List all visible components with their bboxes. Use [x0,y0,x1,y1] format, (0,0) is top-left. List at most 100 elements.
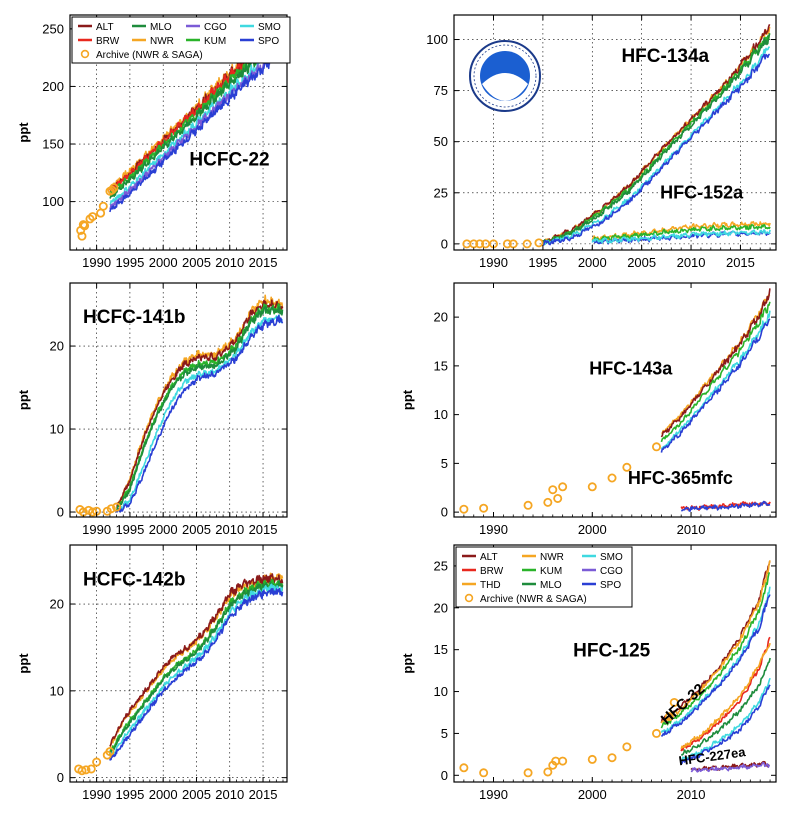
x-tick-label: 2000 [578,522,607,537]
series-group [109,572,284,761]
archive-point [88,212,98,222]
series-group [660,560,771,773]
legend-label: NWR [150,36,174,47]
y-tick-label: 10 [434,407,448,422]
y-tick-label: 25 [434,185,448,200]
panel-hfc-143a: 1990 2000 2010 0 5 10 15 20 ppt HFC-143a HFC-365mf… [400,282,777,537]
legend-label: CGO [600,566,623,577]
y-tick-label: 10 [50,683,64,698]
x-tick-label: 2000 [149,255,178,270]
x-tick-label: 1990 [82,255,111,270]
legend: ALT MLO CGO SMO BRW NWR KUM SPO Archive (NWR & S… [71,16,291,64]
series-line-hfc-227ea-cgo [690,761,771,773]
archive-point [86,764,96,774]
y-axis-label: ppt [16,389,31,410]
y-tick-label: 100 [42,194,64,209]
series-line-hfc-32-smo [680,677,771,763]
archive-point [98,201,108,211]
series-line-nwr [660,560,771,724]
legend-label: SPO [600,580,621,591]
archive-point [607,753,617,763]
archive-point [523,500,533,510]
series-group [660,288,771,512]
series-line-spo [660,318,771,453]
series-line-alt [660,288,771,438]
y-axis-label: ppt [400,653,415,674]
archive-point [469,239,479,249]
archive-point [651,442,661,452]
y-tick-label: 75 [434,83,448,98]
archive-point [558,482,568,492]
legend-label: ALT [480,552,498,563]
series-line-nwr [661,293,771,435]
plot-frame [69,544,288,783]
y-tick-label: 100 [426,32,448,47]
series-line-cgo [109,45,284,210]
panel-annotation: HFC-365mfc [628,468,733,488]
series-line-alt [109,573,284,747]
x-tick-label: 2005 [182,255,211,270]
legend-label: KUM [204,36,226,47]
legend-border [71,16,291,64]
archive-point [558,756,568,766]
y-tick-label: 15 [434,642,448,657]
series-line-kum [660,301,771,443]
series-line-alt [542,23,771,244]
archive-point [77,766,87,776]
archive-point [459,504,469,514]
archive-point [459,763,469,773]
y-tick-label: 25 [434,558,448,573]
y-tick-label: 0 [441,768,448,783]
archive-point [479,503,489,513]
series-line-mlo [542,33,771,245]
x-tick-label: 2015 [249,255,278,270]
y-tick-label: 200 [42,79,64,94]
y-tick-label: 0 [441,505,448,520]
x-tick-label: 1990 [479,522,508,537]
series-line-hfc-32-spo [680,684,771,765]
series-line-smo [109,41,284,206]
x-tick-label: 2010 [215,787,244,802]
y-axis-label: ppt [16,653,31,674]
noaa-logo [469,40,541,112]
y-tick-label: 0 [57,770,64,785]
legend-label: THD [480,580,501,591]
archive-point [622,742,632,752]
series-line-spo [115,314,284,513]
legend-label: MLO [540,580,562,591]
x-tick-label: 2010 [677,522,706,537]
y-tick-label: 50 [434,134,448,149]
y-tick-label: 20 [434,600,448,615]
legend-label: Archive (NWR & SAGA) [96,50,203,61]
y-axis-label: ppt [400,389,415,410]
panel-title: HCFC-142b [83,569,185,590]
x-tick-label: 2015 [726,255,755,270]
x-tick-label: 2000 [149,787,178,802]
legend-label: KUM [540,566,562,577]
plot-frame [69,14,288,251]
x-tick-label: 2010 [677,787,706,802]
legend-archive-swatch [80,49,90,59]
archive-point [107,185,117,195]
archive-point [523,768,533,778]
x-tick-label: 1995 [528,255,557,270]
series-line-spo [109,587,284,761]
noaa-logo-inner-ring [473,44,537,108]
y-axis-label: ppt [16,122,31,143]
x-tick-label: 1995 [115,787,144,802]
y-tick-label: 15 [434,358,448,373]
legend-label: SPO [258,36,279,47]
series-line-alt [660,560,771,724]
series-line-hfc-152a-smo [591,229,771,244]
x-tick-label: 1995 [115,255,144,270]
panel-hcfc-142b: 1990 1995 2000 2005 2010 2015 0 10 20 ppt HCFC-142… [16,544,288,802]
x-tick-label: 2010 [677,255,706,270]
y-tick-label: 150 [42,137,64,152]
panel-annotation: HFC-152a [660,182,744,202]
plot-frame [453,14,777,251]
x-tick-label: 2000 [578,787,607,802]
series-line-alt [116,299,284,508]
x-tick-label: 2005 [182,787,211,802]
archive-point [80,221,90,231]
